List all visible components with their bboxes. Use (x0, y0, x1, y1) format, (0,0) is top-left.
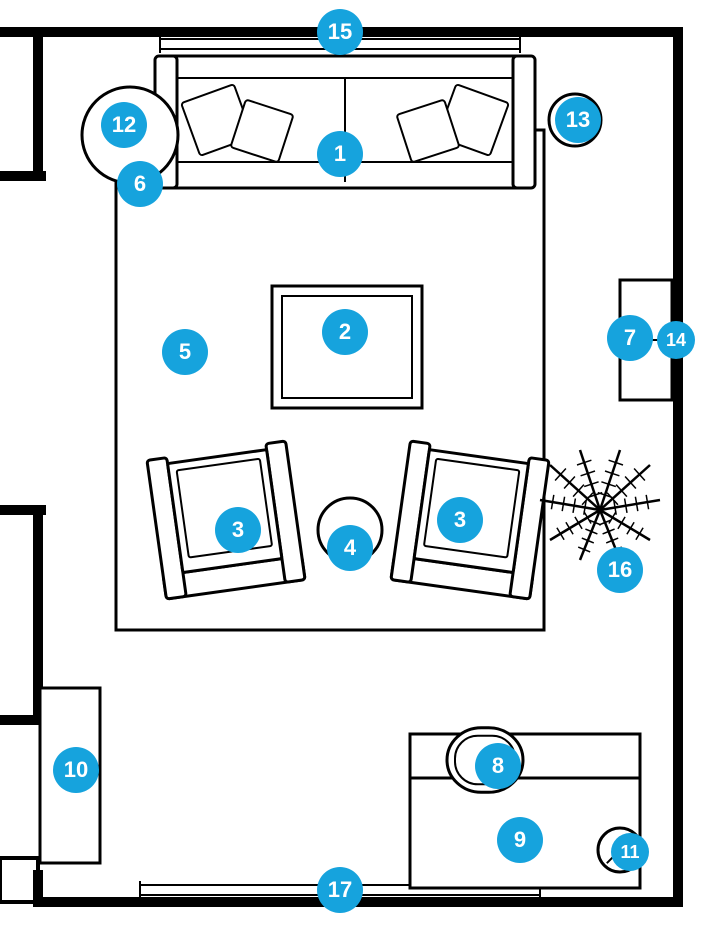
marker-label: 7 (624, 327, 636, 349)
marker-ottoman[interactable]: 8 (475, 743, 521, 789)
marker-accent-chair-right[interactable]: 3 (437, 497, 483, 543)
marker-label: 8 (492, 755, 504, 777)
marker-side-table-right[interactable]: 13 (555, 97, 601, 143)
marker-label: 9 (514, 829, 526, 851)
marker-area-rug[interactable]: 5 (162, 329, 208, 375)
marker-side-table-left[interactable]: 12 (101, 102, 147, 148)
marker-label: 10 (64, 759, 88, 781)
marker-label: 13 (566, 109, 590, 131)
marker-floor-lamp-right[interactable]: 11 (611, 833, 649, 871)
marker-floor-lamp-left[interactable]: 6 (117, 161, 163, 207)
marker-label: 5 (179, 341, 191, 363)
floor-plan-stage: 12334567891011121314151617 (0, 0, 715, 932)
marker-label: 6 (134, 173, 146, 195)
marker-round-side-table[interactable]: 4 (327, 525, 373, 571)
marker-label: 16 (608, 559, 632, 581)
marker-coffee-table[interactable]: 2 (322, 309, 368, 355)
marker-label: 12 (112, 114, 136, 136)
marker-plant[interactable]: 16 (597, 547, 643, 593)
marker-window-top[interactable]: 15 (317, 9, 363, 55)
marker-wall-art[interactable]: 14 (657, 321, 695, 359)
marker-label: 1 (334, 143, 346, 165)
marker-label: 17 (328, 879, 352, 901)
marker-label: 14 (666, 331, 686, 349)
marker-label: 3 (232, 519, 244, 541)
marker-label: 2 (339, 321, 351, 343)
marker-door-bottom[interactable]: 17 (317, 867, 363, 913)
marker-desk[interactable]: 9 (497, 817, 543, 863)
marker-sofa[interactable]: 1 (317, 131, 363, 177)
marker-console-right[interactable]: 7 (607, 315, 653, 361)
marker-label: 4 (344, 537, 356, 559)
marker-label: 11 (620, 843, 639, 861)
marker-label: 3 (454, 509, 466, 531)
marker-accent-chair-left[interactable]: 3 (215, 507, 261, 553)
marker-label: 15 (328, 21, 352, 43)
marker-bookcase[interactable]: 10 (53, 747, 99, 793)
